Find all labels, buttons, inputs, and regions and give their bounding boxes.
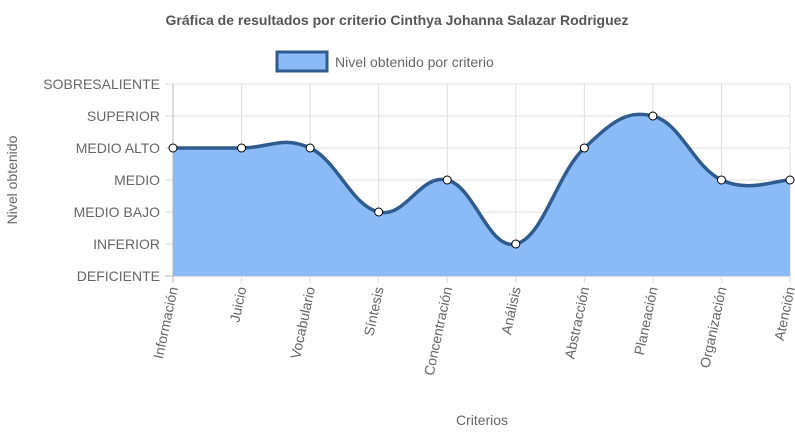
y-tick-label: DEFICIENTE [77, 268, 160, 284]
series-area-fill [173, 114, 790, 276]
data-area [173, 112, 791, 276]
legend-swatch [275, 50, 329, 73]
x-tick-label: Organización [697, 285, 730, 369]
data-points [168, 111, 795, 249]
data-point-an-lisis[interactable] [511, 239, 521, 249]
data-point-abstracci-n[interactable] [579, 143, 589, 153]
x-tick-label: Atención [771, 285, 795, 342]
y-tick-label: MEDIO ALTO [76, 140, 160, 156]
x-tick-label: Síntesis [361, 285, 387, 337]
x-tick-label: Vocabulario [287, 285, 318, 360]
legend-label: Nivel obtenido por criterio [335, 54, 494, 70]
x-tick-label: Concentración [421, 285, 455, 377]
y-tick-label: SUPERIOR [87, 108, 160, 124]
data-point-atenci-n[interactable] [785, 175, 795, 185]
y-axis-title: Nivel obtenido [4, 135, 20, 224]
legend[interactable]: Nivel obtenido por criterio [275, 50, 494, 73]
x-tick-label: Juicio [226, 285, 249, 324]
y-tick-label: MEDIO BAJO [74, 204, 160, 220]
x-axis-title: Criterios [456, 412, 508, 428]
data-point-planeaci-n[interactable] [648, 111, 658, 121]
chart-title: Gráfica de resultados por criterio Cinth… [166, 12, 629, 28]
x-tick-label: Información [150, 285, 181, 360]
y-tick-label: MEDIO [114, 172, 160, 188]
data-point-informaci-n[interactable] [168, 143, 178, 153]
data-point-concentraci-n[interactable] [442, 175, 452, 185]
x-tick-label: Planeación [631, 285, 661, 356]
data-point-s-ntesis[interactable] [374, 207, 384, 217]
y-tick-label: SOBRESALIENTE [43, 76, 160, 92]
x-tick-label: Análisis [498, 285, 524, 336]
series-line [173, 112, 791, 246]
y-tick-label: INFERIOR [93, 236, 160, 252]
data-point-juicio[interactable] [237, 143, 247, 153]
x-tick-label: Abstracción [561, 285, 592, 360]
data-point-vocabulario[interactable] [305, 143, 315, 153]
data-point-organizaci-n[interactable] [716, 175, 726, 185]
